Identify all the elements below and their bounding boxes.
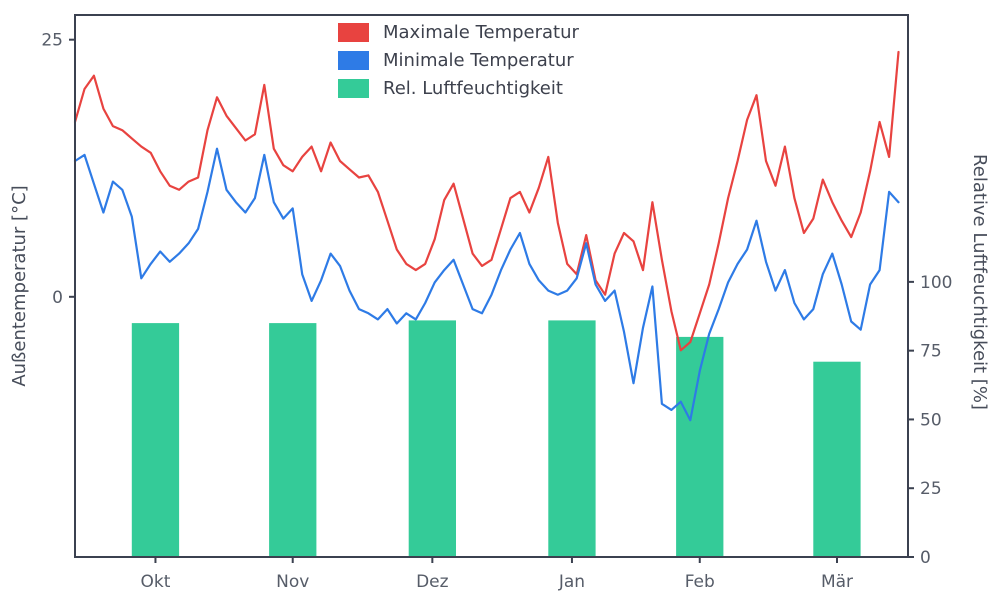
- legend-item-0: Maximale Temperatur: [338, 22, 579, 43]
- left-tick-label: 0: [52, 288, 63, 308]
- legend-label: Maximale Temperatur: [383, 22, 579, 43]
- humidity-bar-Okt: [131, 323, 180, 557]
- legend-item-2: Rel. Luftfeuchtigkeit: [338, 78, 579, 99]
- humidity-bar-Nov: [269, 323, 317, 557]
- x-tick-label-feb: Feb: [685, 572, 715, 592]
- humidity-bar-Mär: [813, 361, 861, 557]
- left-tick-label: 25: [41, 31, 63, 51]
- legend-swatch-icon: [338, 79, 369, 98]
- x-tick-label-jan: Jan: [558, 572, 585, 592]
- x-tick-label-okt: Okt: [141, 572, 171, 592]
- plot-border: [74, 14, 909, 558]
- y-axis-label-left: Außentemperatur [°C]: [9, 185, 30, 386]
- x-tick-label-nov: Nov: [276, 572, 309, 592]
- legend-swatch-icon: [338, 51, 369, 70]
- right-tick-label: 75: [920, 342, 942, 362]
- right-tick-label: 100: [920, 273, 952, 293]
- y-axis-label-right: Relative Luftfeuchtigkeit [%]: [969, 154, 990, 410]
- legend-swatch-icon: [338, 23, 369, 42]
- legend-item-1: Minimale Temperatur: [338, 50, 579, 71]
- humidity-bar-Dez: [408, 320, 456, 557]
- x-tick-label-mär: Mär: [821, 572, 853, 592]
- line-maximale-temperatur: [73, 50, 900, 352]
- right-tick-label: 0: [920, 548, 931, 568]
- legend: Maximale Temperatur Minimale Temperatur Re…: [338, 22, 579, 99]
- legend-label: Rel. Luftfeuchtigkeit: [383, 78, 563, 99]
- legend-label: Minimale Temperatur: [383, 50, 574, 71]
- line-minimale-temperatur: [73, 147, 900, 422]
- plot-area: 0 25 0 25 50 75 100 Okt Nov Dez Jan Feb Mär: [41, 14, 952, 592]
- x-tick-label-dez: Dez: [416, 572, 449, 592]
- right-tick-label: 50: [920, 410, 942, 430]
- right-tick-label: 25: [920, 479, 942, 499]
- humidity-bar-Jan: [548, 320, 596, 557]
